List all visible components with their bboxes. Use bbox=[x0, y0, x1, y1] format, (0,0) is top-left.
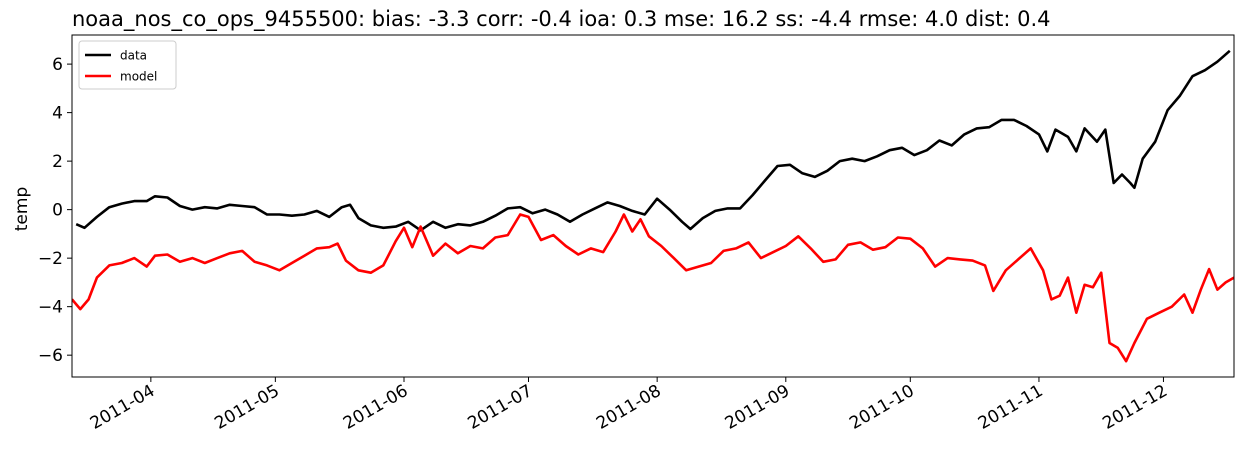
x-tick-label: 2011-12 bbox=[1099, 381, 1171, 434]
x-tick-label: 2011-10 bbox=[846, 381, 918, 434]
chart-title: noaa_nos_co_ops_9455500: bias: -3.3 corr… bbox=[72, 7, 1051, 32]
y-tick-label: −6 bbox=[38, 346, 63, 366]
y-axis-label: temp bbox=[12, 187, 32, 231]
y-tick-label: −4 bbox=[38, 298, 63, 318]
y-tick-label: 0 bbox=[52, 201, 63, 221]
plot-area bbox=[72, 49, 1234, 363]
series-line-data bbox=[75, 49, 1231, 232]
y-tick-label: −2 bbox=[38, 249, 63, 269]
y-tick-label: 2 bbox=[52, 152, 63, 172]
axes-frame bbox=[71, 34, 1235, 378]
y-tick-label: 6 bbox=[52, 55, 63, 75]
series-line-model bbox=[72, 213, 1234, 363]
legend-label-data: data bbox=[120, 49, 147, 63]
legend: data model bbox=[78, 40, 177, 90]
legend-label-model: model bbox=[120, 70, 157, 84]
x-tick-label: 2011-04 bbox=[87, 381, 159, 434]
x-tick-label: 2011-09 bbox=[722, 381, 794, 434]
x-tick-label: 2011-11 bbox=[975, 381, 1047, 434]
x-tick-label: 2011-06 bbox=[340, 381, 412, 434]
x-tick-label: 2011-08 bbox=[593, 381, 665, 434]
x-tick-label: 2011-07 bbox=[464, 381, 536, 434]
y-tick-label: 4 bbox=[52, 104, 63, 124]
x-tick-label: 2011-05 bbox=[211, 381, 283, 434]
axes: −6 −4 −2 0 2 4 6 2011-04 2011-05 2011-06 2011-07 20… bbox=[38, 34, 1235, 434]
